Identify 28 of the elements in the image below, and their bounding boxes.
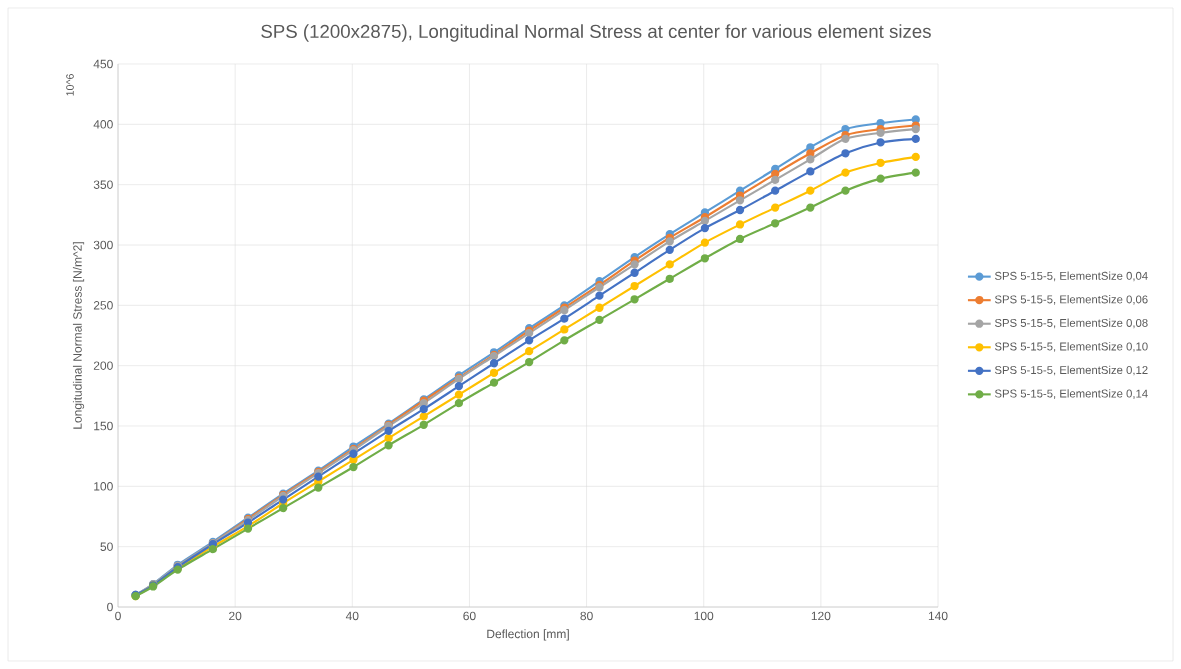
y-tick-label: 250 — [93, 301, 113, 310]
y-tick-label: 0 — [107, 602, 113, 612]
y-axis-title: Longitudinal Normal Stress [N/m^2] — [72, 242, 85, 429]
x-tick-label: 40 — [345, 611, 359, 621]
y-tick-label: 400 — [93, 120, 113, 129]
x-tick-label: 20 — [229, 611, 242, 621]
y-tick-label: 100 — [94, 482, 113, 491]
y-tick-label: 150 — [94, 421, 113, 431]
x-tick-label: 60 — [463, 611, 476, 621]
y-tick-label: 350 — [93, 180, 113, 189]
legend-label: SPS 5-15-5, ElementSize 0,06 — [994, 295, 1148, 305]
legend-label: SPS 5-15-5, ElementSize 0,10 — [994, 342, 1148, 352]
x-tick-label: 140 — [928, 611, 948, 621]
legend-label: SPS 5-15-5, ElementSize 0,04 — [994, 271, 1148, 282]
legend-label: SPS 5-15-5, ElementSize 0,14 — [994, 389, 1148, 399]
x-tick-label: 100 — [694, 611, 714, 621]
x-tick-label: 80 — [580, 611, 593, 621]
legend-label: SPS 5-15-5, ElementSize 0,08 — [994, 318, 1148, 329]
text: 10^6 — [66, 74, 74, 96]
x-axis-title: Deflection [mm] — [487, 629, 569, 641]
legend-label: SPS 5-15-5, ElementSize 0,12 — [994, 365, 1148, 376]
y-tick-label: 200 — [93, 361, 113, 370]
x-tick-label: 120 — [811, 611, 831, 621]
chart-title: SPS (1200x2875), Longitudinal Normal Stress at center for various element sizes — [261, 24, 931, 42]
y-tick-label: 50 — [100, 542, 113, 551]
y-tick-label: 300 — [93, 240, 113, 250]
y-tick-label: 450 — [93, 59, 113, 69]
x-tick-label: 0 — [115, 611, 121, 621]
